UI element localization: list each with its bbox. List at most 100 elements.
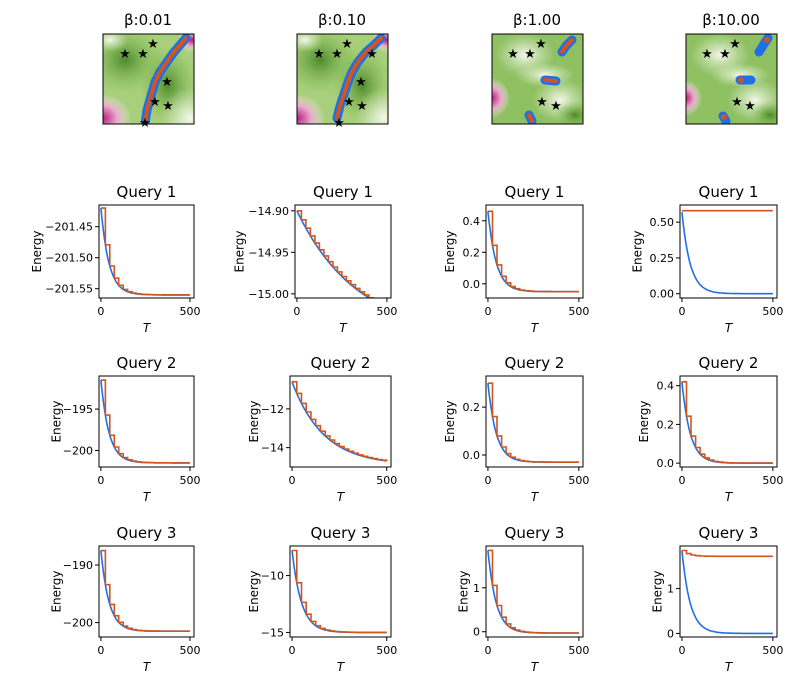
y-tick-label: −15.00 bbox=[248, 288, 289, 301]
y-axis-label: Energy bbox=[631, 230, 645, 272]
y-tick-label: −14.95 bbox=[248, 246, 289, 259]
y-axis-label: Energy bbox=[247, 570, 261, 612]
chart-title: Query 3 bbox=[117, 524, 177, 542]
y-tick-label: 0.4 bbox=[463, 215, 481, 228]
map-frame bbox=[685, 33, 778, 125]
y-tick-label: 0.0 bbox=[463, 449, 481, 462]
y-tick-label: −195 bbox=[63, 403, 93, 416]
y-tick-label: 0.0 bbox=[657, 457, 675, 470]
svg-text:★: ★ bbox=[524, 47, 536, 62]
svg-text:★: ★ bbox=[343, 95, 355, 110]
series-line-continuous bbox=[291, 550, 387, 634]
x-axis-label: T bbox=[337, 490, 346, 504]
series-line-step bbox=[681, 549, 773, 558]
plot-frame bbox=[98, 204, 195, 299]
svg-text:★: ★ bbox=[313, 47, 325, 62]
svg-text:★: ★ bbox=[162, 99, 174, 114]
x-tick-label: 500 bbox=[179, 474, 200, 487]
series-line-step bbox=[487, 382, 579, 464]
trajectory bbox=[332, 34, 386, 123]
x-axis-label: T bbox=[531, 490, 540, 504]
series-line-step bbox=[487, 549, 579, 634]
series-line-continuous bbox=[681, 381, 773, 464]
plot-frame bbox=[485, 545, 584, 638]
plot-frame bbox=[289, 375, 392, 468]
y-axis-label: Energy bbox=[443, 400, 457, 442]
svg-text:★: ★ bbox=[147, 37, 159, 52]
energy-chart: Query 3 1 00 500 T Energy bbox=[650, 524, 783, 674]
energy-chart: Query 2 −12 −14 0 500 T Energy bbox=[247, 354, 397, 504]
series-line-step bbox=[100, 549, 190, 633]
y-axis-label: Energy bbox=[247, 400, 261, 442]
energy-chart: Query 3 −190 −200 0 500 T Energy bbox=[50, 524, 201, 674]
svg-text:★: ★ bbox=[137, 47, 149, 62]
x-tick-label: 500 bbox=[568, 305, 589, 318]
svg-text:★: ★ bbox=[550, 99, 562, 114]
chart-title: Query 1 bbox=[505, 183, 565, 201]
x-tick-label: 500 bbox=[568, 474, 589, 487]
y-tick-label: −201.45 bbox=[45, 221, 93, 234]
series-line-continuous bbox=[681, 212, 773, 295]
map-frame bbox=[296, 33, 389, 125]
series-line-step bbox=[100, 379, 190, 464]
energy-chart: Query 1 0.4 0.2 0.0 0 500 T Energy bbox=[443, 183, 589, 335]
energy-chart: Query 3 −10 −15 0 500 T Energy bbox=[247, 524, 397, 674]
trajectory bbox=[524, 35, 577, 124]
x-axis-label: T bbox=[339, 321, 348, 335]
map-title: β:1.00 bbox=[513, 11, 561, 29]
y-tick-label: −15 bbox=[261, 626, 284, 639]
chart-title: Query 1 bbox=[313, 183, 373, 201]
x-axis-label: T bbox=[143, 490, 152, 504]
map-frame bbox=[102, 33, 195, 125]
energy-map bbox=[686, 34, 777, 124]
y-tick-label: 0.00 bbox=[650, 288, 675, 301]
series-line-step bbox=[487, 210, 579, 293]
plot-frame bbox=[485, 204, 584, 299]
x-axis-label: T bbox=[725, 660, 734, 674]
series-line-continuous bbox=[296, 210, 371, 298]
svg-text:★: ★ bbox=[356, 99, 368, 114]
series-line-continuous bbox=[487, 550, 579, 634]
chart-title: Query 2 bbox=[699, 354, 759, 372]
svg-text:★: ★ bbox=[701, 47, 713, 62]
y-tick-label: −14 bbox=[261, 442, 284, 455]
y-tick-label: 1 bbox=[667, 583, 674, 596]
x-tick-label: 0 bbox=[678, 474, 685, 487]
plot-frame bbox=[679, 375, 778, 468]
trajectory bbox=[718, 34, 773, 124]
series-line-continuous bbox=[100, 550, 190, 633]
x-tick-label: 0 bbox=[484, 644, 491, 657]
svg-text:★: ★ bbox=[729, 37, 741, 52]
series-line-step bbox=[100, 207, 190, 296]
series-line-continuous bbox=[681, 550, 773, 635]
y-tick-label: −10 bbox=[261, 570, 284, 583]
y-axis-label: Energy bbox=[232, 230, 246, 272]
svg-text:★: ★ bbox=[744, 99, 756, 114]
y-axis-label: Energy bbox=[443, 230, 457, 272]
chart-title: Query 3 bbox=[505, 524, 565, 542]
y-tick-label: 0.2 bbox=[463, 401, 481, 414]
svg-text:★: ★ bbox=[507, 47, 519, 62]
y-axis-label: Energy bbox=[30, 230, 44, 272]
trajectory bbox=[140, 34, 191, 124]
svg-text:★: ★ bbox=[161, 75, 173, 90]
svg-text:★: ★ bbox=[719, 47, 731, 62]
energy-chart: Query 2 0.4 0.2 0.00 500 T Energy bbox=[637, 354, 783, 504]
star-markers: ★ ★ ★ ★ ★ bbox=[507, 37, 562, 114]
y-tick-label: 0.2 bbox=[657, 418, 675, 431]
x-tick-label: 500 bbox=[179, 644, 200, 657]
chart-title: Query 1 bbox=[117, 183, 177, 201]
plot-frame bbox=[485, 375, 584, 468]
plot-frame bbox=[679, 204, 778, 299]
y-tick-label: −201.55 bbox=[45, 283, 93, 296]
star-markers: ★ ★ ★ ★ ★ bbox=[701, 37, 756, 114]
x-tick-label: 500 bbox=[762, 474, 783, 487]
series-line-step bbox=[292, 549, 387, 634]
chart-title: Query 1 bbox=[699, 183, 759, 201]
y-tick-label: −200 bbox=[63, 444, 93, 457]
x-tick-label: 0 bbox=[484, 305, 491, 318]
y-tick-label: −12 bbox=[261, 403, 284, 416]
map-title: β:10.00 bbox=[702, 11, 760, 29]
y-tick-label: 0.25 bbox=[650, 252, 675, 265]
energy-chart: Query 2 0.2 0.00 500 T Energy bbox=[443, 354, 589, 504]
